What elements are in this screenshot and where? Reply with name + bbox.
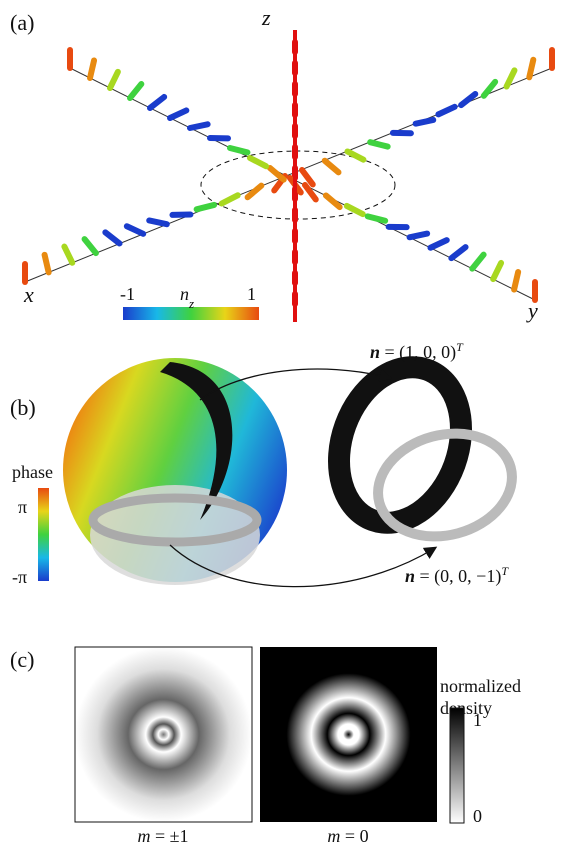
spin-arrow [412,116,437,127]
spin-arrow [322,192,343,211]
colorbar [38,488,49,581]
axis-label: z [261,5,271,30]
spin-arrow [87,57,98,81]
spin-arrow [81,236,99,257]
spin-arrow [167,107,190,121]
colorbar-label: nz [180,284,194,311]
spin-arrow [147,93,168,111]
subscript: z [188,296,194,311]
panel-b: (b) phase π -π n = (1, 0, 0)T n = (0, 0,… [10,340,517,588]
spin-arrow [364,213,389,224]
density-image [74,646,253,823]
spin-arrow [321,157,342,176]
colorbar [123,307,259,320]
spin-arrow [526,56,537,81]
spin-arrow [367,139,391,150]
annotation: n = (1, 0, 0)T [370,340,464,363]
spin-arrow [490,259,505,283]
spin-arrow [193,201,218,213]
spin-arrow [469,251,487,272]
gray-ring [88,493,262,547]
panel-label: (a) [10,10,34,35]
arrow [199,368,393,401]
colorbar-label: -1 [120,284,135,304]
vector: n [405,566,415,586]
spin-arrow [218,192,241,207]
colorbar-title: normalized [440,676,521,696]
sup: T [501,564,509,578]
caption: m = 0 [327,826,368,846]
colorbar-label: 1 [473,710,482,730]
gray-ring [373,428,517,542]
arrow [169,544,438,588]
spin-arrow [448,244,469,262]
panel-label: (b) [10,395,36,420]
torus-hole [90,485,260,585]
spin-arrow [123,223,147,237]
text: = (0, 0, −1) [415,566,501,587]
colorbar-label: -π [12,567,27,587]
axis-label: y [526,298,538,323]
spin-arrow [435,103,458,118]
spin-arrow [247,155,270,170]
spin-arrow [187,121,211,131]
spin-arrow [41,251,52,276]
text: = 0 [340,826,368,846]
annotation: n = (0, 0, −1)T [405,564,509,587]
colorbar-title: phase [12,462,53,482]
colorbar [449,707,465,824]
sup: T [456,340,464,354]
spin-arrow [107,68,121,91]
x-axis-line [24,67,553,283]
black-band [160,362,233,520]
spin-arrow [344,148,367,163]
spin-arrow [146,217,170,228]
spin-arrow [503,67,518,90]
spin-arrow [406,230,431,241]
colorbar-title: density [440,698,492,718]
spin-arrow [227,145,251,156]
var: m [327,826,340,846]
spin-arrow [127,81,145,101]
text: = ±1 [150,826,188,846]
density-image [260,647,437,822]
spin-arrow [343,202,366,218]
spin-arrow [244,182,265,201]
colorbar-label: π [18,497,27,517]
var: m [137,826,150,846]
spin-arrow [458,91,479,109]
spin-arrow [427,237,450,251]
spin-arrow [511,269,522,293]
panel-c: (c) normalized density 1 0 m = ±1 m = 0 [10,646,521,846]
symbol: n [180,284,189,304]
spin-arrow [299,167,316,188]
axis-label: x [23,282,34,307]
colorbar-label: 0 [473,806,482,826]
caption: m = ±1 [137,826,188,846]
black-ring [328,356,472,534]
vector: n [370,342,380,362]
spin-arrow [302,182,319,203]
panel-a: (a) z x y -1 nz 1 [10,5,555,323]
spin-arrow [267,165,287,183]
panel-label: (c) [10,647,34,672]
colorbar-label: 1 [247,284,256,304]
spin-arrow [61,243,76,266]
text: = (1, 0, 0) [380,342,456,363]
spin-arrow [480,78,499,99]
spin-arrow [102,229,123,247]
